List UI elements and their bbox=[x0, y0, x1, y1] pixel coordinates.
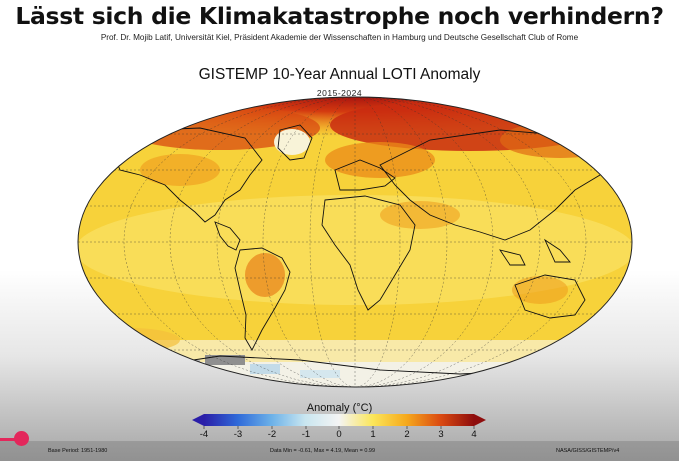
legend-tick: -2 bbox=[267, 429, 277, 440]
map-title: GISTEMP 10-Year Annual LOTI Anomaly bbox=[198, 66, 481, 83]
map-period: 2015-2024 bbox=[316, 88, 363, 98]
legend-tick: 2 bbox=[404, 429, 410, 440]
legend-tick: -1 bbox=[301, 429, 311, 440]
slide-headline: Lässt sich die Klimakatastrophe noch ver… bbox=[15, 2, 664, 30]
legend-colorbar bbox=[192, 414, 486, 429]
legend-tick: -4 bbox=[199, 429, 209, 440]
video-progress-bar[interactable] bbox=[0, 438, 22, 441]
slide-subline: Prof. Dr. Mojib Latif, Universität Kiel,… bbox=[100, 33, 579, 42]
data-stats-label: Data Min = -0.61, Max = 4.19, Mean = 0.9… bbox=[270, 448, 376, 454]
legend-tick: -3 bbox=[233, 429, 243, 440]
video-control-bar bbox=[0, 441, 679, 461]
base-period-label: Base Period: 1951-1980 bbox=[48, 448, 108, 454]
legend-tick: 3 bbox=[438, 429, 444, 440]
legend-title: Anomaly (°C) bbox=[306, 402, 373, 414]
source-label: NASA/GISS/GISTEMP/v4 bbox=[556, 448, 620, 454]
legend-tick: 4 bbox=[471, 429, 477, 440]
video-scrubber-handle[interactable] bbox=[14, 431, 29, 446]
legend-tick: 0 bbox=[336, 429, 342, 440]
legend-tick: 1 bbox=[370, 429, 376, 440]
